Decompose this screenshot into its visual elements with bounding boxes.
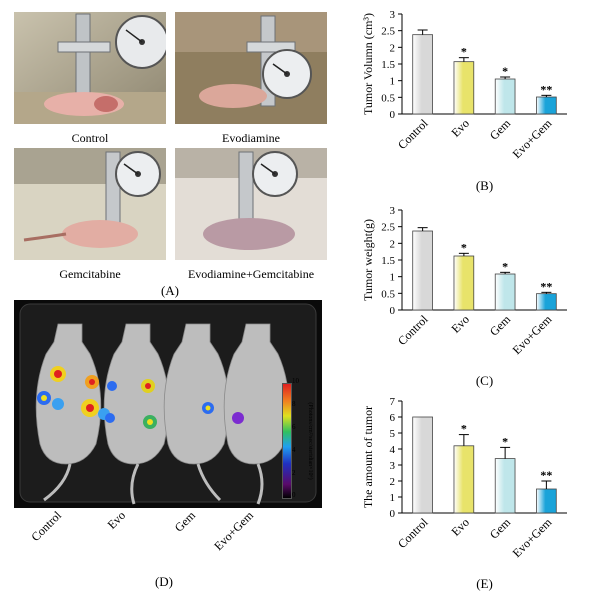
y-tick-label: 0 xyxy=(390,508,396,520)
significance-mark: ** xyxy=(540,279,552,293)
y-tick-label: 1 xyxy=(390,76,396,88)
chart-tumor-weight: 0 0.5 1 1.5 2 2.5 3 Tumor weight(g) Control * Evo *… xyxy=(361,205,567,388)
photo-caption-gemcitabine: Gemcitabine xyxy=(59,267,121,281)
colorbar-tick: 10 xyxy=(292,377,299,385)
category-label: Evo xyxy=(448,515,472,539)
panel-label: (B) xyxy=(476,178,493,193)
category-label: Evo+Gem xyxy=(510,515,555,560)
significance-mark: * xyxy=(502,434,508,448)
photo-caption-combination: Evodiamine+Gemcitabine xyxy=(187,267,315,281)
y-tick-label: 2 xyxy=(390,476,396,488)
significance-mark: ** xyxy=(540,82,552,96)
panel-label: (E) xyxy=(476,576,493,591)
category-label: Evo+Gem xyxy=(510,312,555,357)
bioluminescence-image xyxy=(14,300,322,508)
chart-tumor-amount: 0 1 2 3 4 5 6 7 The amount of tumor Control * Evo * G… xyxy=(361,396,567,591)
y-tick-label: 2.5 xyxy=(381,222,395,234)
bar xyxy=(453,445,475,514)
significance-mark: * xyxy=(461,240,467,254)
y-tick-label: 5 xyxy=(390,428,396,440)
y-tick-label: 6 xyxy=(390,412,396,424)
y-tick-label: 0 xyxy=(390,305,396,317)
y-axis-label: Tumor Volumn (cm³) xyxy=(361,13,375,115)
bar xyxy=(494,458,516,514)
category-label: Evo xyxy=(448,312,472,336)
bar xyxy=(494,273,516,311)
y-tick-label: 2.5 xyxy=(381,26,395,38)
colorbar-tick: 8 xyxy=(292,400,296,408)
colorbar-tick: 6 xyxy=(292,423,296,431)
bar xyxy=(536,488,557,514)
y-tick-label: 3 xyxy=(390,460,396,472)
y-tick-label: 3 xyxy=(390,205,396,217)
y-tick-label: 0.5 xyxy=(381,288,395,300)
y-axis-label: The amount of tumor xyxy=(361,406,375,508)
colorbar-tick: 4 xyxy=(292,446,296,454)
imaging-group-label: Gem xyxy=(172,508,199,535)
photo-caption-evodiamine: Evodiamine xyxy=(222,131,280,145)
imaging-group-labels: Control Evo Gem Evo+Gem xyxy=(28,508,256,553)
y-tick-label: 1 xyxy=(390,272,396,284)
y-tick-label: 3 xyxy=(390,9,396,21)
bar xyxy=(453,61,475,115)
colorbar-unit-label: (Photons/cm²/sec/steridian×10⁶) xyxy=(307,402,313,480)
bar xyxy=(412,416,433,514)
photo-control xyxy=(14,12,166,124)
y-tick-label: 2 xyxy=(390,42,396,54)
y-axis-label: Tumor weight(g) xyxy=(361,219,375,301)
chart-tumor-volume: 0 0.5 1 1.5 2 2.5 3 Tumor Volumn (cm³) Control * E… xyxy=(361,9,567,193)
y-tick-label: 4 xyxy=(390,444,396,456)
photo-caption-control: Control xyxy=(71,131,109,145)
y-tick-label: 0 xyxy=(390,109,396,121)
y-tick-label: 0.5 xyxy=(381,92,395,104)
panel-label-a: (A) xyxy=(160,283,180,298)
colorbar-tick-labels: 10 8 6 4 2 0 xyxy=(292,378,308,502)
y-tick-label: 2 xyxy=(390,238,396,250)
bar xyxy=(412,34,433,115)
bar xyxy=(536,96,557,115)
bar xyxy=(453,255,475,311)
category-label: Gem xyxy=(487,116,514,143)
y-tick-label: 7 xyxy=(390,396,396,408)
imaging-group-label: Evo+Gem xyxy=(211,508,256,553)
y-tick-label: 1 xyxy=(390,492,396,504)
imaging-group-label: Control xyxy=(28,508,64,544)
category-label: Gem xyxy=(487,515,514,542)
significance-mark: ** xyxy=(540,468,552,482)
category-label: Control xyxy=(395,312,431,348)
category-label: Gem xyxy=(487,312,514,339)
significance-mark: * xyxy=(461,422,467,436)
category-label: Evo+Gem xyxy=(510,116,555,161)
significance-mark: * xyxy=(461,45,467,59)
significance-mark: * xyxy=(502,259,508,273)
category-label: Evo xyxy=(448,116,472,140)
category-label: Control xyxy=(395,515,431,551)
photo-gemcitabine xyxy=(14,148,166,260)
imaging-group-label: Evo xyxy=(105,508,129,532)
photo-evodiamine xyxy=(175,12,327,124)
y-tick-label: 1.5 xyxy=(381,255,395,267)
bar xyxy=(494,78,516,115)
panel-label-d: (D) xyxy=(154,574,174,589)
category-label: Control xyxy=(395,116,431,152)
photo-combination xyxy=(175,148,327,260)
panel-label: (C) xyxy=(476,373,493,388)
colorbar xyxy=(282,383,292,499)
y-tick-label: 1.5 xyxy=(381,59,395,71)
significance-mark: * xyxy=(502,64,508,78)
colorbar-tick: 2 xyxy=(292,469,296,477)
bar xyxy=(536,293,557,311)
colorbar-tick: 0 xyxy=(292,491,296,499)
bar xyxy=(412,230,433,311)
